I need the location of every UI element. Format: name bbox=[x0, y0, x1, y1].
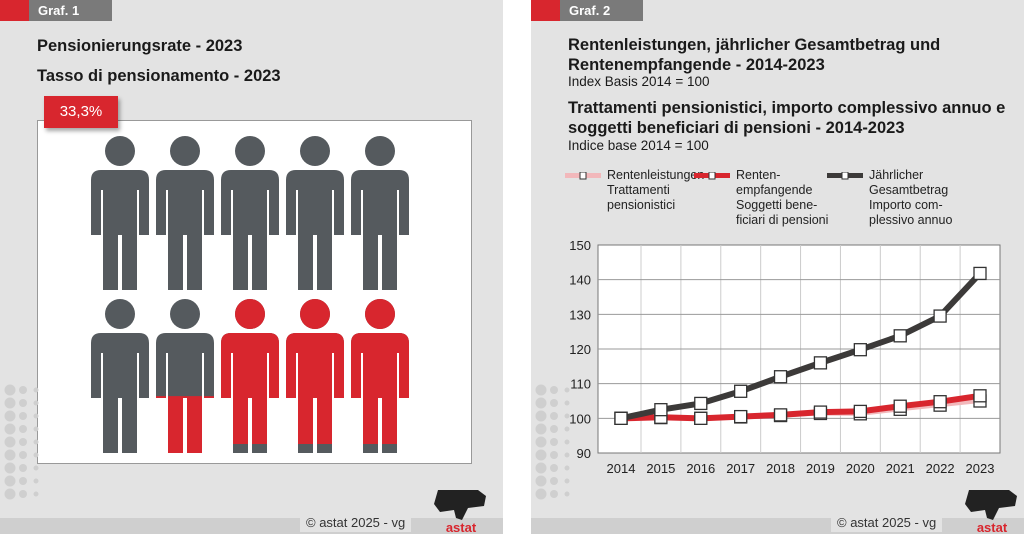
astat-logo: astat bbox=[434, 490, 486, 534]
data-point bbox=[813, 356, 828, 370]
person-icon bbox=[156, 136, 214, 290]
data-point bbox=[893, 329, 907, 343]
legend-label: empfangende bbox=[736, 183, 813, 197]
y-tick-label: 100 bbox=[569, 411, 591, 426]
copyright: © astat 2025 - vg bbox=[831, 513, 943, 532]
series-line bbox=[620, 392, 981, 422]
x-tick-label: 2019 bbox=[806, 461, 835, 476]
x-tick-label: 2015 bbox=[646, 461, 675, 476]
rate-badge: 33,3% bbox=[44, 96, 118, 128]
graf-tag: Graf. 2 bbox=[531, 0, 643, 21]
subtitle-de: Index Basis 2014 = 100 bbox=[568, 74, 710, 89]
data-point bbox=[773, 370, 788, 384]
data-point bbox=[734, 384, 748, 398]
data-point bbox=[654, 403, 668, 417]
y-tick-label: 110 bbox=[570, 377, 591, 392]
data-point bbox=[893, 399, 907, 413]
x-tick-label: 2018 bbox=[766, 461, 795, 476]
person-icon bbox=[286, 136, 344, 290]
legend-label: ficiari di pensioni bbox=[736, 213, 829, 227]
legend-swatch-icon bbox=[694, 172, 730, 180]
data-point bbox=[973, 389, 987, 403]
data-point bbox=[773, 408, 788, 422]
legend-label: Jährlicher bbox=[869, 168, 924, 182]
decorative-dots bbox=[535, 384, 570, 500]
legend-item: Rentenleistungen Trattamenti pensionistici bbox=[565, 168, 705, 213]
legend-item: Renten-empfangende Soggetti bene-ficiari … bbox=[694, 168, 829, 228]
person-icon bbox=[351, 136, 409, 290]
x-tick-label: 2016 bbox=[686, 461, 715, 476]
svg-text:astat: astat bbox=[446, 520, 477, 534]
pictogram-box bbox=[37, 120, 472, 464]
x-tick-label: 2017 bbox=[726, 461, 755, 476]
astat-logo: astat bbox=[965, 490, 1017, 534]
y-tick-label: 90 bbox=[577, 446, 591, 461]
series-line bbox=[620, 271, 983, 422]
title-it: Trattamenti pensionistici, importo compl… bbox=[568, 99, 1006, 137]
legend-label: Trattamenti bbox=[607, 183, 670, 197]
person-icon bbox=[286, 299, 344, 453]
data-point bbox=[853, 343, 867, 357]
data-point bbox=[973, 266, 987, 281]
title-de: Pensionierungsrate - 2023 bbox=[37, 37, 243, 55]
person-icon bbox=[91, 136, 149, 290]
title-de: Rentenleistungen, jährlicher Gesamtbetra… bbox=[568, 36, 941, 74]
x-tick-label: 2022 bbox=[926, 461, 955, 476]
y-tick-label: 120 bbox=[569, 342, 591, 357]
legend-swatch-icon bbox=[827, 172, 863, 180]
legend-label: Importo com- bbox=[869, 198, 943, 212]
subtitle-it: Indice base 2014 = 100 bbox=[568, 138, 709, 153]
y-tick-label: 140 bbox=[569, 273, 591, 288]
data-point bbox=[694, 396, 708, 411]
legend-swatch-icon bbox=[565, 172, 601, 180]
data-point bbox=[853, 404, 867, 419]
line-chart: 2014 2015 2016 2017 2018 2019 2020 2021 2022 2023… bbox=[569, 238, 1001, 476]
y-tick-label: 150 bbox=[569, 238, 591, 253]
data-point bbox=[933, 309, 947, 323]
y-tick-label: 130 bbox=[569, 307, 591, 322]
panel-graf-2: Graf. 2 Rentenleistungen, jährlicher Ges… bbox=[531, 0, 1024, 534]
data-point bbox=[614, 411, 628, 425]
data-point bbox=[933, 395, 947, 409]
data-point bbox=[813, 405, 828, 419]
x-tick-label: 2023 bbox=[966, 461, 995, 476]
x-tick-label: 2020 bbox=[846, 461, 875, 476]
title-it: Tasso di pensionamento - 2023 bbox=[37, 67, 281, 85]
x-tick-label: 2014 bbox=[607, 461, 636, 476]
legend-label: plessivo annuo bbox=[869, 213, 953, 227]
legend-label: pensionistici bbox=[607, 198, 676, 212]
panel-graf-1: Graf. 1 Pensionierungsrate - 2023 Tasso … bbox=[0, 0, 503, 534]
decorative-dots bbox=[4, 384, 39, 500]
person-icon bbox=[351, 299, 409, 453]
legend-label: Soggetti bene- bbox=[736, 198, 818, 212]
person-icon bbox=[91, 299, 149, 453]
svg-text:astat: astat bbox=[977, 520, 1008, 534]
person-icon bbox=[221, 299, 279, 453]
legend-item: Jährlicher Gesamtbetrag Importo com-plessi… bbox=[827, 168, 953, 228]
data-point bbox=[694, 411, 708, 425]
copyright: © astat 2025 - vg bbox=[300, 513, 412, 532]
person-icon bbox=[221, 136, 279, 290]
legend-label: Gesamtbetrag bbox=[869, 183, 949, 197]
legend-label: Renten- bbox=[736, 168, 781, 182]
legend-label: Rentenleistungen bbox=[607, 168, 705, 182]
graf-tag: Graf. 1 bbox=[0, 0, 112, 21]
x-tick-label: 2021 bbox=[886, 461, 915, 476]
data-point bbox=[734, 409, 748, 424]
person-icon bbox=[156, 299, 214, 453]
